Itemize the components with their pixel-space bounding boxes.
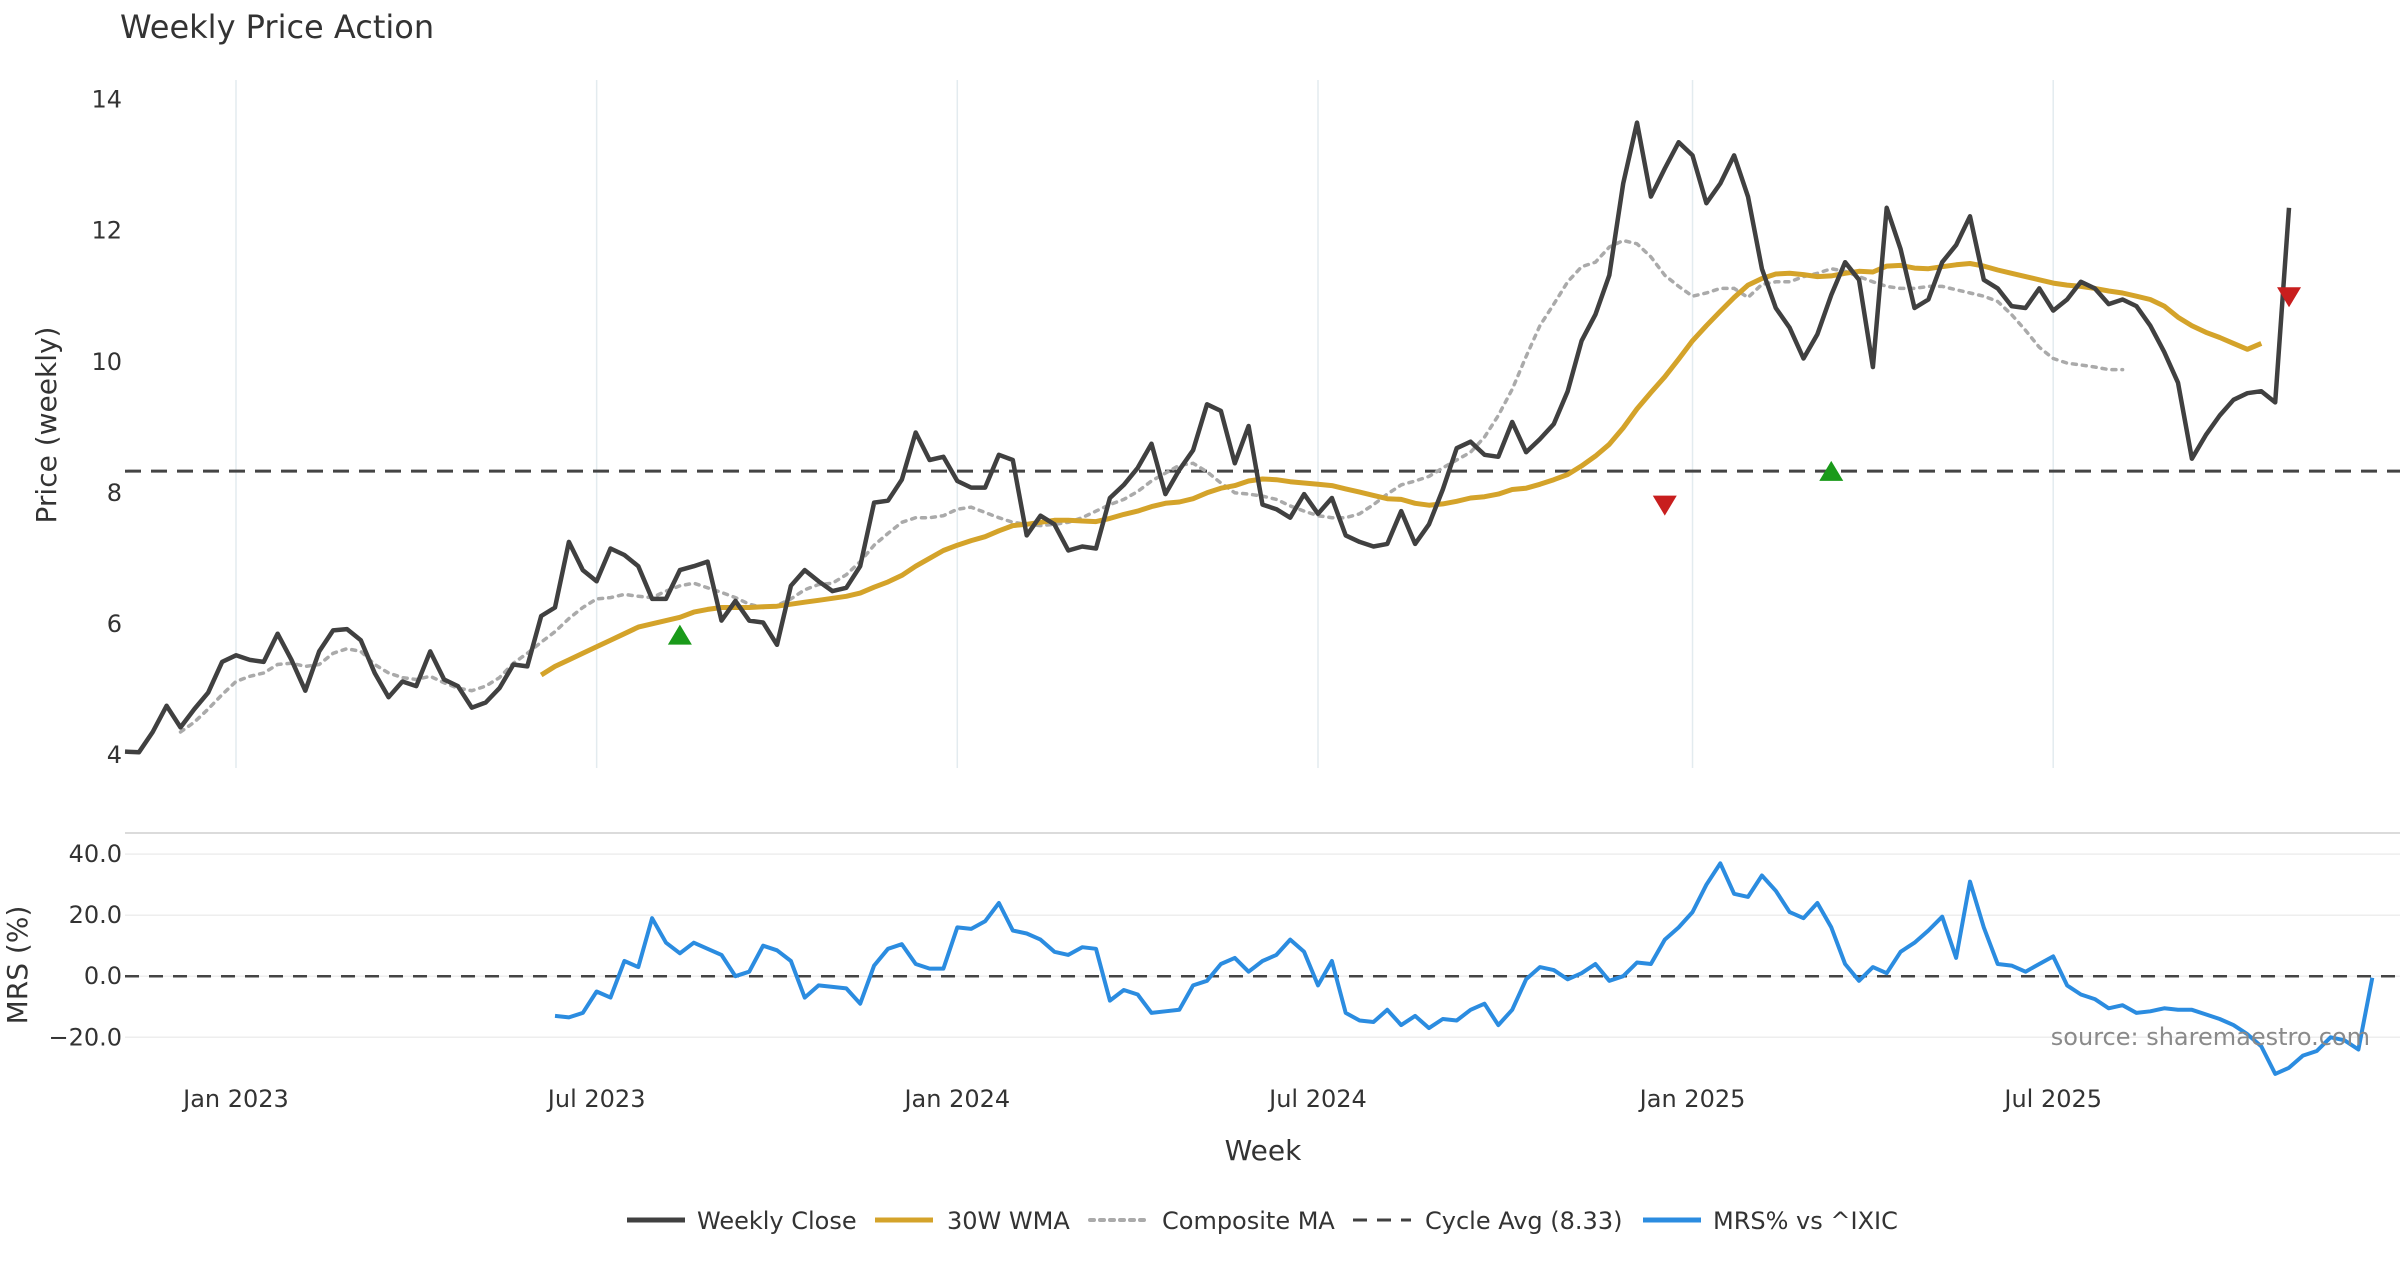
price-y-tick-label: 12: [91, 217, 122, 245]
legend-label: Composite MA: [1162, 1207, 1335, 1235]
x-tick-label: Jul 2023: [546, 1085, 646, 1113]
price-y-tick-label: 6: [107, 610, 122, 638]
buy-signal-marker: [1819, 460, 1844, 481]
x-axis: Jan 2023 Jul 2023 Jan 2024 Jul 2024 Jan 2025…: [181, 1085, 2102, 1113]
weekly-close-line: [124, 120, 2292, 755]
x-tick-label: Jul 2024: [1267, 1085, 1367, 1113]
composite-ma-line: [178, 238, 2125, 734]
buy-signal-marker: [667, 624, 692, 645]
x-tick-label: Jul 2025: [2002, 1085, 2102, 1113]
price-y-tick-label: 8: [107, 479, 122, 507]
legend-label: MRS% vs ^IXIC: [1713, 1207, 1898, 1235]
x-tick-label: Jan 2024: [902, 1085, 1010, 1113]
mrs-y-tick-label: 40.0: [69, 840, 122, 868]
legend-label: Cycle Avg (8.33): [1425, 1207, 1622, 1235]
legend-label: 30W WMA: [947, 1207, 1070, 1235]
source-note: source: sharemaestro.com: [2051, 1023, 2370, 1051]
wma-30w-line: [539, 261, 2263, 678]
price-y-tick-label: 14: [91, 86, 122, 114]
price-y-tick-label: 10: [91, 348, 122, 376]
chart-title: Weekly Price Action: [120, 8, 434, 46]
x-tick-label: Jan 2025: [1638, 1085, 1746, 1113]
legend: Weekly Close 30W WMA Composite MA Cycle Avg…: [627, 1207, 1898, 1235]
mrs-y-tick-label: 0.0: [84, 962, 122, 990]
price-y-tick-label: 4: [107, 741, 122, 769]
price-y-axis-label: Price (weekly): [30, 327, 63, 524]
sell-signal-marker: [1652, 495, 1677, 516]
mrs-y-tick-label: −20.0: [48, 1023, 122, 1051]
sell-signal-marker: [2277, 287, 2302, 308]
mrs-panel: −20.0 0.0 20.0 40.0: [48, 832, 2400, 1076]
price-panel: 4 6 8 10 12 14: [91, 80, 2400, 769]
x-axis-label: Week: [1225, 1134, 1302, 1167]
mrs-y-axis-label: MRS (%): [1, 906, 34, 1025]
x-tick-label: Jan 2023: [181, 1085, 289, 1113]
mrs-line: [554, 861, 2375, 1076]
mrs-y-tick-label: 20.0: [69, 901, 122, 929]
legend-label: Weekly Close: [697, 1207, 857, 1235]
